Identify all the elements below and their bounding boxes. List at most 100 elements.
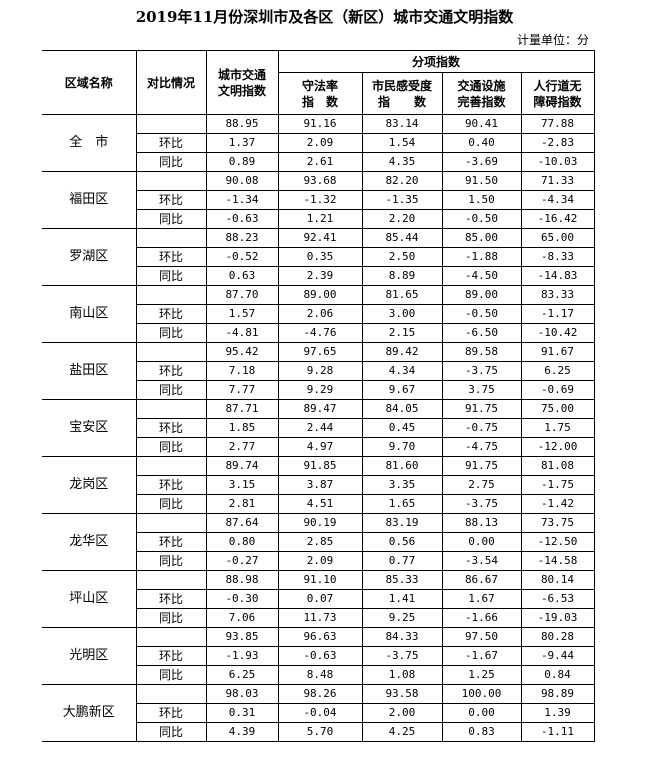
index-value: -4.76 bbox=[277, 323, 363, 343]
region-name: 福田区 bbox=[42, 171, 137, 229]
index-value: 80.14 bbox=[520, 570, 595, 590]
index-value: 2.61 bbox=[277, 152, 363, 172]
compare-type: 环比 bbox=[136, 133, 207, 153]
index-value: 98.03 bbox=[205, 684, 279, 704]
index-value: 95.42 bbox=[205, 342, 279, 362]
index-value: -19.03 bbox=[520, 608, 595, 628]
index-value: 93.85 bbox=[205, 627, 279, 647]
index-value: 0.80 bbox=[205, 532, 279, 552]
table-row: 大鹏新区 98.03 98.26 93.58 100.00 98.89 bbox=[42, 684, 595, 742]
index-value: 88.98 bbox=[205, 570, 279, 590]
compare-type bbox=[135, 228, 207, 248]
index-value: -1.88 bbox=[441, 247, 522, 267]
table-row: 同比 -0.27 2.09 0.77 -3.54 -14.58 bbox=[42, 551, 595, 571]
index-value: 0.45 bbox=[361, 418, 443, 438]
index-value: -9.44 bbox=[520, 646, 595, 666]
compare-type bbox=[135, 513, 207, 533]
compare-type: 环比 bbox=[136, 190, 207, 210]
index-value: 1.85 bbox=[205, 418, 279, 438]
table-row: 福田区 90.08 93.68 82.20 91.50 71.33 bbox=[42, 171, 595, 229]
unit-label: 计量单位：分 bbox=[516, 33, 589, 47]
index-value: 2.77 bbox=[205, 437, 279, 457]
compare-type bbox=[135, 342, 207, 362]
index-value: 2.00 bbox=[361, 703, 443, 723]
index-value: 91.75 bbox=[441, 399, 522, 419]
index-value: 2.15 bbox=[361, 323, 443, 343]
index-value: 3.00 bbox=[361, 304, 443, 324]
index-value: -0.30 bbox=[205, 589, 279, 609]
index-value: 5.70 bbox=[277, 722, 363, 742]
index-value: 0.89 bbox=[205, 152, 279, 172]
index-value: 89.47 bbox=[277, 399, 363, 419]
index-value: -3.75 bbox=[441, 494, 522, 514]
index-value: -12.00 bbox=[520, 437, 595, 457]
index-value: 71.33 bbox=[520, 171, 595, 191]
index-value: 2.09 bbox=[277, 551, 363, 571]
index-value: 91.67 bbox=[520, 342, 595, 362]
compare-type: 环比 bbox=[136, 532, 207, 552]
compare-type: 同比 bbox=[136, 380, 207, 400]
index-value: 2.06 bbox=[277, 304, 363, 324]
index-value: 98.26 bbox=[277, 684, 363, 704]
table-row: 盐田区 95.42 97.65 89.42 89.58 91.67 bbox=[42, 342, 595, 400]
index-value: 3.15 bbox=[205, 475, 279, 495]
index-value: -3.54 bbox=[441, 551, 522, 571]
index-value: -10.42 bbox=[520, 323, 595, 343]
index-value: -14.58 bbox=[520, 551, 595, 571]
index-value: -1.42 bbox=[520, 494, 595, 514]
index-value: -0.27 bbox=[205, 551, 279, 571]
index-value: 88.23 bbox=[205, 228, 279, 248]
index-value: -1.11 bbox=[520, 722, 595, 742]
compare-type: 同比 bbox=[136, 608, 207, 628]
index-value: 1.65 bbox=[361, 494, 443, 514]
index-value: 81.08 bbox=[520, 456, 595, 476]
index-value: -10.03 bbox=[520, 152, 595, 172]
table-row: 南山区 87.70 89.00 81.65 89.00 83.33 bbox=[42, 285, 595, 343]
index-value: 0.35 bbox=[277, 247, 363, 267]
index-value: -0.04 bbox=[277, 703, 363, 723]
compare-type: 同比 bbox=[136, 266, 207, 286]
index-value: 91.75 bbox=[441, 456, 522, 476]
index-value: -0.50 bbox=[441, 209, 522, 229]
index-value: 89.00 bbox=[277, 285, 363, 305]
compare-type: 同比 bbox=[136, 551, 207, 571]
index-value: 4.34 bbox=[361, 361, 443, 381]
index-value: -14.83 bbox=[520, 266, 595, 286]
table-row: 环比 -0.30 0.07 1.41 1.67 -6.53 bbox=[42, 589, 595, 609]
page-title: 2019年11月份深圳市及各区（新区）城市交通文明指数 bbox=[135, 8, 514, 26]
index-value: 1.57 bbox=[205, 304, 279, 324]
index-value: 0.84 bbox=[520, 665, 595, 685]
index-value: 85.33 bbox=[361, 570, 443, 590]
index-value: 9.70 bbox=[361, 437, 443, 457]
index-value: -0.75 bbox=[441, 418, 522, 438]
compare-type: 环比 bbox=[136, 475, 207, 495]
header-region: 区域名称 bbox=[42, 50, 137, 115]
index-value: 4.25 bbox=[361, 722, 443, 742]
compare-type: 同比 bbox=[136, 152, 207, 172]
index-value: 2.44 bbox=[277, 418, 363, 438]
index-value: -1.35 bbox=[361, 190, 443, 210]
index-value: 1.67 bbox=[441, 589, 522, 609]
header-sub-1: 市民感受度指 数 bbox=[361, 72, 443, 115]
index-value: 85.44 bbox=[361, 228, 443, 248]
index-value: 80.28 bbox=[520, 627, 595, 647]
index-value: 0.77 bbox=[361, 551, 443, 571]
index-value: 86.67 bbox=[441, 570, 522, 590]
table-row: 同比 7.06 11.73 9.25 -1.66 -19.03 bbox=[42, 608, 595, 628]
table-row: 环比 0.31 -0.04 2.00 0.00 1.39 bbox=[42, 703, 595, 723]
index-value: 0.00 bbox=[441, 703, 522, 723]
index-value: 0.63 bbox=[205, 266, 279, 286]
region-name: 罗湖区 bbox=[42, 228, 137, 286]
index-value: -4.81 bbox=[205, 323, 279, 343]
compare-type: 环比 bbox=[136, 589, 207, 609]
region-name: 大鹏新区 bbox=[42, 684, 137, 742]
index-value: 8.48 bbox=[277, 665, 363, 685]
index-value: 4.97 bbox=[277, 437, 363, 457]
table-row: 坪山区 88.98 91.10 85.33 86.67 80.14 bbox=[42, 570, 595, 628]
compare-type: 同比 bbox=[136, 722, 207, 742]
compare-type: 同比 bbox=[136, 494, 207, 514]
index-value: 4.35 bbox=[361, 152, 443, 172]
index-value: 89.42 bbox=[361, 342, 443, 362]
compare-type bbox=[135, 456, 207, 476]
compare-type: 同比 bbox=[136, 323, 207, 343]
